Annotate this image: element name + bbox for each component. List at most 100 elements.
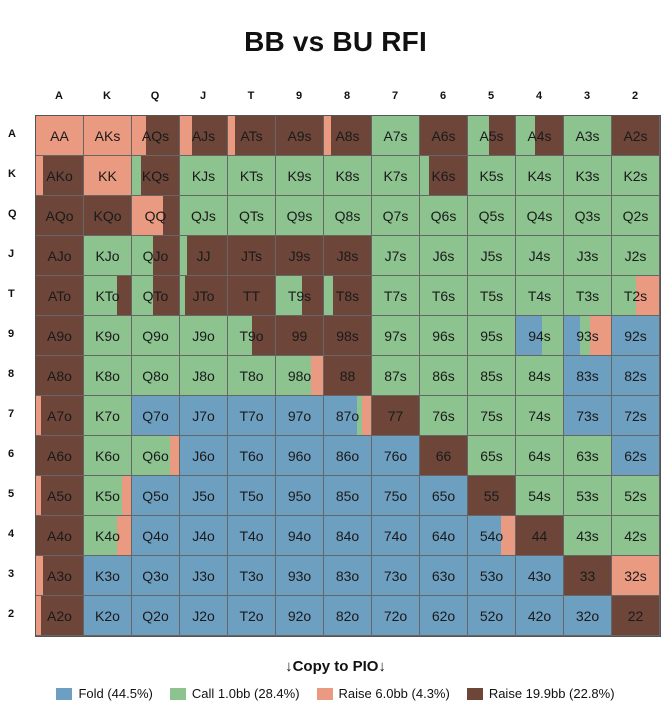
hand-cell-93o[interactable]: 93o bbox=[276, 556, 324, 596]
hand-cell-AJs[interactable]: AJs bbox=[180, 116, 228, 156]
hand-cell-T8o[interactable]: T8o bbox=[228, 356, 276, 396]
hand-cell-ATo[interactable]: ATo bbox=[36, 276, 84, 316]
hand-cell-64s[interactable]: 64s bbox=[516, 436, 564, 476]
hand-cell-K5s[interactable]: K5s bbox=[468, 156, 516, 196]
hand-cell-A5s[interactable]: A5s bbox=[468, 116, 516, 156]
hand-cell-98o[interactable]: 98o bbox=[276, 356, 324, 396]
hand-cell-J2o[interactable]: J2o bbox=[180, 596, 228, 636]
hand-cell-A2s[interactable]: A2s bbox=[612, 116, 660, 156]
hand-cell-75s[interactable]: 75s bbox=[468, 396, 516, 436]
hand-cell-T9s[interactable]: T9s bbox=[276, 276, 324, 316]
hand-cell-K9o[interactable]: K9o bbox=[84, 316, 132, 356]
hand-cell-Q8o[interactable]: Q8o bbox=[132, 356, 180, 396]
hand-cell-J8o[interactable]: J8o bbox=[180, 356, 228, 396]
hand-cell-96o[interactable]: 96o bbox=[276, 436, 324, 476]
hand-cell-J3o[interactable]: J3o bbox=[180, 556, 228, 596]
hand-cell-TT[interactable]: TT bbox=[228, 276, 276, 316]
hand-cell-QTs[interactable]: QTs bbox=[228, 196, 276, 236]
hand-cell-Q2s[interactable]: Q2s bbox=[612, 196, 660, 236]
hand-cell-KJo[interactable]: KJo bbox=[84, 236, 132, 276]
hand-cell-QTo[interactable]: QTo bbox=[132, 276, 180, 316]
hand-cell-63s[interactable]: 63s bbox=[564, 436, 612, 476]
hand-cell-K3o[interactable]: K3o bbox=[84, 556, 132, 596]
hand-cell-ATs[interactable]: ATs bbox=[228, 116, 276, 156]
hand-cell-T2s[interactable]: T2s bbox=[612, 276, 660, 316]
hand-cell-A6o[interactable]: A6o bbox=[36, 436, 84, 476]
hand-cell-J4s[interactable]: J4s bbox=[516, 236, 564, 276]
hand-cell-T3s[interactable]: T3s bbox=[564, 276, 612, 316]
hand-cell-A3s[interactable]: A3s bbox=[564, 116, 612, 156]
hand-cell-QJs[interactable]: QJs bbox=[180, 196, 228, 236]
hand-cell-KTo[interactable]: KTo bbox=[84, 276, 132, 316]
hand-cell-A9o[interactable]: A9o bbox=[36, 316, 84, 356]
hand-cell-T5s[interactable]: T5s bbox=[468, 276, 516, 316]
hand-cell-53o[interactable]: 53o bbox=[468, 556, 516, 596]
hand-cell-A9s[interactable]: A9s bbox=[276, 116, 324, 156]
hand-cell-74o[interactable]: 74o bbox=[372, 516, 420, 556]
hand-cell-63o[interactable]: 63o bbox=[420, 556, 468, 596]
hand-cell-43o[interactable]: 43o bbox=[516, 556, 564, 596]
hand-cell-T7o[interactable]: T7o bbox=[228, 396, 276, 436]
hand-cell-J4o[interactable]: J4o bbox=[180, 516, 228, 556]
hand-cell-97o[interactable]: 97o bbox=[276, 396, 324, 436]
hand-cell-J7s[interactable]: J7s bbox=[372, 236, 420, 276]
hand-cell-T8s[interactable]: T8s bbox=[324, 276, 372, 316]
hand-cell-J2s[interactable]: J2s bbox=[612, 236, 660, 276]
hand-cell-43s[interactable]: 43s bbox=[564, 516, 612, 556]
hand-cell-83o[interactable]: 83o bbox=[324, 556, 372, 596]
hand-cell-Q7o[interactable]: Q7o bbox=[132, 396, 180, 436]
hand-cell-K8s[interactable]: K8s bbox=[324, 156, 372, 196]
hand-cell-QJo[interactable]: QJo bbox=[132, 236, 180, 276]
hand-cell-Q6o[interactable]: Q6o bbox=[132, 436, 180, 476]
hand-cell-72o[interactable]: 72o bbox=[372, 596, 420, 636]
hand-cell-A5o[interactable]: A5o bbox=[36, 476, 84, 516]
hand-cell-97s[interactable]: 97s bbox=[372, 316, 420, 356]
hand-cell-K6s[interactable]: K6s bbox=[420, 156, 468, 196]
hand-cell-54o[interactable]: 54o bbox=[468, 516, 516, 556]
hand-cell-A8s[interactable]: A8s bbox=[324, 116, 372, 156]
hand-cell-K6o[interactable]: K6o bbox=[84, 436, 132, 476]
hand-cell-K5o[interactable]: K5o bbox=[84, 476, 132, 516]
hand-cell-75o[interactable]: 75o bbox=[372, 476, 420, 516]
hand-cell-54s[interactable]: 54s bbox=[516, 476, 564, 516]
hand-cell-Q2o[interactable]: Q2o bbox=[132, 596, 180, 636]
hand-cell-96s[interactable]: 96s bbox=[420, 316, 468, 356]
hand-cell-AKs[interactable]: AKs bbox=[84, 116, 132, 156]
hand-cell-T4s[interactable]: T4s bbox=[516, 276, 564, 316]
hand-cell-Q3s[interactable]: Q3s bbox=[564, 196, 612, 236]
hand-cell-Q4s[interactable]: Q4s bbox=[516, 196, 564, 236]
hand-cell-JTo[interactable]: JTo bbox=[180, 276, 228, 316]
hand-cell-Q7s[interactable]: Q7s bbox=[372, 196, 420, 236]
hand-cell-Q4o[interactable]: Q4o bbox=[132, 516, 180, 556]
hand-cell-A4s[interactable]: A4s bbox=[516, 116, 564, 156]
hand-cell-A7s[interactable]: A7s bbox=[372, 116, 420, 156]
hand-cell-K7o[interactable]: K7o bbox=[84, 396, 132, 436]
hand-cell-84o[interactable]: 84o bbox=[324, 516, 372, 556]
hand-cell-T5o[interactable]: T5o bbox=[228, 476, 276, 516]
hand-cell-93s[interactable]: 93s bbox=[564, 316, 612, 356]
hand-cell-83s[interactable]: 83s bbox=[564, 356, 612, 396]
hand-cell-66[interactable]: 66 bbox=[420, 436, 468, 476]
hand-cell-62s[interactable]: 62s bbox=[612, 436, 660, 476]
hand-cell-86s[interactable]: 86s bbox=[420, 356, 468, 396]
hand-cell-Q9o[interactable]: Q9o bbox=[132, 316, 180, 356]
hand-cell-J6o[interactable]: J6o bbox=[180, 436, 228, 476]
hand-cell-A2o[interactable]: A2o bbox=[36, 596, 84, 636]
hand-cell-95s[interactable]: 95s bbox=[468, 316, 516, 356]
hand-cell-98s[interactable]: 98s bbox=[324, 316, 372, 356]
hand-cell-K2s[interactable]: K2s bbox=[612, 156, 660, 196]
hand-cell-T7s[interactable]: T7s bbox=[372, 276, 420, 316]
hand-cell-87o[interactable]: 87o bbox=[324, 396, 372, 436]
hand-cell-J5s[interactable]: J5s bbox=[468, 236, 516, 276]
hand-cell-K7s[interactable]: K7s bbox=[372, 156, 420, 196]
hand-cell-32s[interactable]: 32s bbox=[612, 556, 660, 596]
hand-cell-A3o[interactable]: A3o bbox=[36, 556, 84, 596]
hand-cell-92o[interactable]: 92o bbox=[276, 596, 324, 636]
hand-cell-AJo[interactable]: AJo bbox=[36, 236, 84, 276]
hand-cell-82s[interactable]: 82s bbox=[612, 356, 660, 396]
hand-cell-Q3o[interactable]: Q3o bbox=[132, 556, 180, 596]
hand-cell-K9s[interactable]: K9s bbox=[276, 156, 324, 196]
hand-cell-QQ[interactable]: QQ bbox=[132, 196, 180, 236]
hand-cell-KQo[interactable]: KQo bbox=[84, 196, 132, 236]
hand-cell-88[interactable]: 88 bbox=[324, 356, 372, 396]
